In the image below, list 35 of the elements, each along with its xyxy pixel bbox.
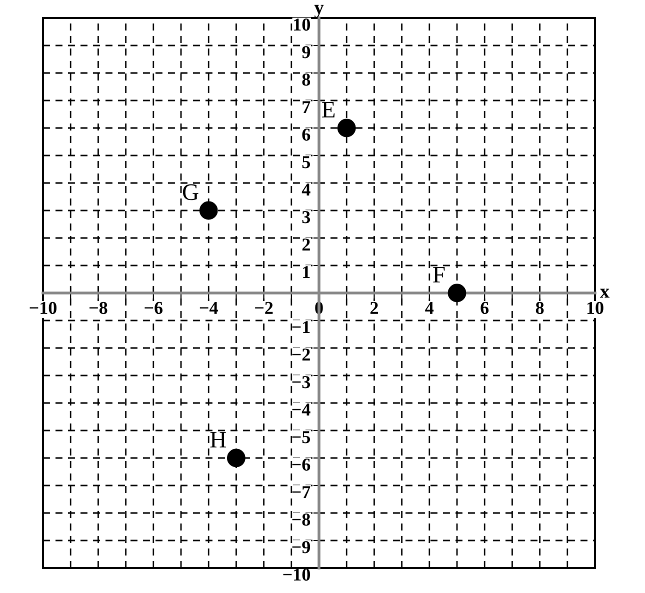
x-tick-label: −4	[200, 302, 218, 314]
y-tick-label: −7	[292, 486, 310, 498]
y-tick-label: −6	[292, 458, 310, 471]
annotation: H	[210, 432, 226, 448]
x-tick-label: 6	[480, 302, 489, 314]
y-tick-label: 5	[302, 156, 310, 168]
x-tick-label: −8	[89, 302, 108, 314]
y-tick-label: −5	[292, 431, 310, 444]
y-tick-label: 9	[302, 46, 310, 58]
y-tick-label: −2	[292, 348, 310, 361]
x-tick-label: 10	[587, 302, 604, 314]
y-tick-label: 4	[302, 184, 310, 196]
y-tick-label: 10	[294, 18, 310, 31]
y-tick-label: 3	[302, 211, 310, 224]
y-tick-label: 2	[302, 238, 310, 251]
y-tick-label: 1	[303, 266, 310, 278]
x-tick-label: 2	[370, 302, 378, 314]
x-axis-title: x	[600, 288, 610, 298]
y-tick-label: −9	[292, 541, 310, 554]
y-tick-label: 8	[302, 74, 310, 86]
y-tick-label: −3	[292, 376, 310, 388]
y-tick-label: 6	[302, 128, 310, 141]
y-tick-label: −8	[292, 514, 310, 526]
x-tick-label: −10	[30, 302, 56, 314]
y-tick-label: −10	[283, 568, 310, 581]
y-tick-label: −4	[292, 404, 310, 416]
annotation: F	[433, 266, 445, 282]
x-tick-label: 8	[536, 302, 544, 314]
x-tick-label: 4	[425, 302, 434, 314]
x-tick-label: −2	[255, 302, 273, 314]
annotation: G	[182, 184, 198, 200]
y-tick-label: 7	[302, 101, 310, 114]
y-tick-label: −1	[292, 321, 310, 334]
annotation: E	[322, 102, 335, 118]
x-tick-label: −6	[144, 302, 163, 314]
